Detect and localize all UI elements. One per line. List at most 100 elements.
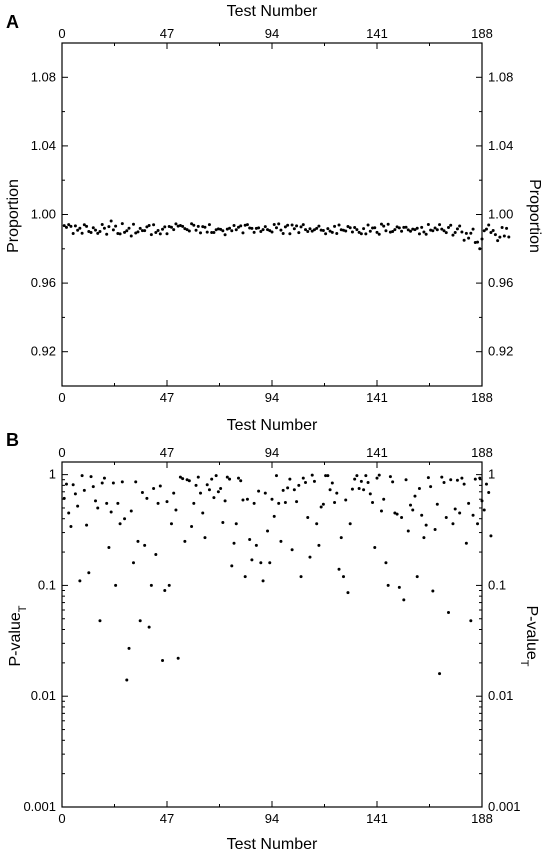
panel-a-data-point [80, 231, 84, 235]
panel-a-data-point [212, 231, 216, 235]
panel-a-data-point [216, 227, 220, 231]
panel-b-data-point [292, 488, 296, 492]
panel-b-data-point [257, 489, 261, 493]
panel-a-xtick-label-bottom: 47 [160, 390, 174, 405]
panel-b-data-point [297, 483, 301, 487]
panel-b-data-point [377, 473, 381, 477]
panel-a-data-point [337, 223, 341, 227]
panel-b-data-point [446, 610, 450, 614]
panel-b-data-point [283, 501, 287, 505]
panel-b-data-point [469, 619, 473, 623]
panel-b-data-point [388, 475, 392, 479]
panel-b-data-point [228, 477, 232, 481]
panel-b-data-point [460, 476, 464, 480]
panel-b-data-point [80, 474, 84, 478]
panel-b-data-point [254, 543, 258, 547]
panel-b-data-point [183, 539, 187, 543]
panel-b-data-point [178, 475, 182, 479]
panel-b-data-point [230, 564, 234, 568]
panel-b-data-point [69, 525, 73, 529]
panel-a-data-point [357, 230, 361, 234]
panel-a-data-point [252, 230, 256, 234]
panel-b-xtick-label-top: 141 [366, 445, 388, 460]
panel-a-data-point [236, 225, 240, 229]
panel-a-data-point [306, 229, 310, 233]
panel-b-data-point [154, 553, 158, 557]
panel-a-data-point [277, 222, 281, 226]
panel-a-data-point [433, 226, 437, 230]
panel-a-data-point [114, 224, 118, 228]
panel-a-data-point [493, 233, 497, 237]
panel-b-data-point [147, 625, 151, 629]
panel-b-data-point [458, 511, 462, 515]
panel-b-data-point [438, 672, 442, 676]
panel-b-data-point [131, 561, 135, 565]
panel-b-data-point [404, 478, 408, 482]
panel-b-ytick-label-right: 0.001 [488, 799, 521, 814]
panel-a: A Test Number Test Number Proportion Pro… [5, 3, 543, 434]
panel-b-data-point [290, 548, 294, 552]
panel-a-data-point [478, 247, 482, 251]
panel-b-data-point [82, 488, 86, 492]
panel-a-data-point [473, 240, 477, 244]
panel-b-data-point [299, 575, 303, 579]
panel-a-data-point [205, 230, 209, 234]
panel-b-data-point [252, 501, 256, 505]
panel-a-data-point [78, 226, 82, 230]
panel-b-data-point [429, 485, 433, 489]
panel-b-data-point [357, 486, 361, 490]
panel-b-data-point [301, 476, 305, 480]
panel-b-data-point [393, 511, 397, 515]
panel-b-data-point [281, 488, 285, 492]
panel-b-data-point [431, 589, 435, 593]
panel-b-data-point [145, 496, 149, 500]
panel-b-data-point [239, 479, 243, 483]
panel-a-letter: A [6, 12, 19, 32]
panel-a-data-point [451, 233, 455, 237]
panel-a-data-point [125, 229, 129, 233]
panel-a-data-point [245, 223, 249, 227]
panel-b-data-point [156, 501, 160, 505]
panel-b-right-ylabel-main: P-value [523, 606, 540, 660]
panel-b-ytick-label-right: 1 [488, 467, 495, 482]
panel-b-data-point [94, 499, 98, 503]
panel-a-data-point [317, 224, 321, 228]
panel-a-data-point [105, 232, 109, 236]
panel-a-data-point [207, 223, 211, 227]
panel-a-data-point [91, 226, 95, 230]
panel-a-data-point [127, 226, 131, 230]
panel-a-data-point [319, 228, 323, 232]
panel-a-data-point [384, 229, 388, 233]
panel-a-data-point [152, 223, 156, 227]
panel-b-data-point [194, 483, 198, 487]
panel-a-data-point [67, 223, 71, 227]
panel-a-data-point [330, 230, 334, 234]
panel-a-data-point [362, 227, 366, 231]
panel-a-data-point [301, 223, 305, 227]
panel-a-data-point [131, 222, 135, 226]
panel-b-data-point [100, 481, 104, 485]
panel-a-data-point [183, 227, 187, 231]
panel-b-ytick-label-right: 0.01 [488, 688, 513, 703]
panel-b-xtick-label-top: 47 [160, 445, 174, 460]
panel-b-data-point [105, 501, 109, 505]
panel-a-data-point [143, 229, 147, 233]
panel-a-data-point [417, 232, 421, 236]
panel-b-data-point [149, 583, 153, 587]
panel-a-data-point [386, 222, 390, 226]
panel-b-data-point [422, 536, 426, 540]
panel-b-data-point [471, 513, 475, 517]
panel-b-data-point [203, 536, 207, 540]
panel-b-data-point [478, 476, 482, 480]
panel-b-data-point [453, 507, 457, 511]
panel-b-data-point [172, 491, 176, 495]
panel-a-data-point [140, 229, 144, 233]
panel-a-data-point [498, 235, 502, 239]
panel-b-data-point [272, 514, 276, 518]
panel-a-xtick-label-top: 141 [366, 26, 388, 41]
panel-b-data-point [62, 496, 66, 500]
panel-b-data-point [152, 486, 156, 490]
panel-b-data-point [187, 479, 191, 483]
panel-a-data-point [190, 222, 194, 226]
panel-a-data-point [145, 225, 149, 229]
